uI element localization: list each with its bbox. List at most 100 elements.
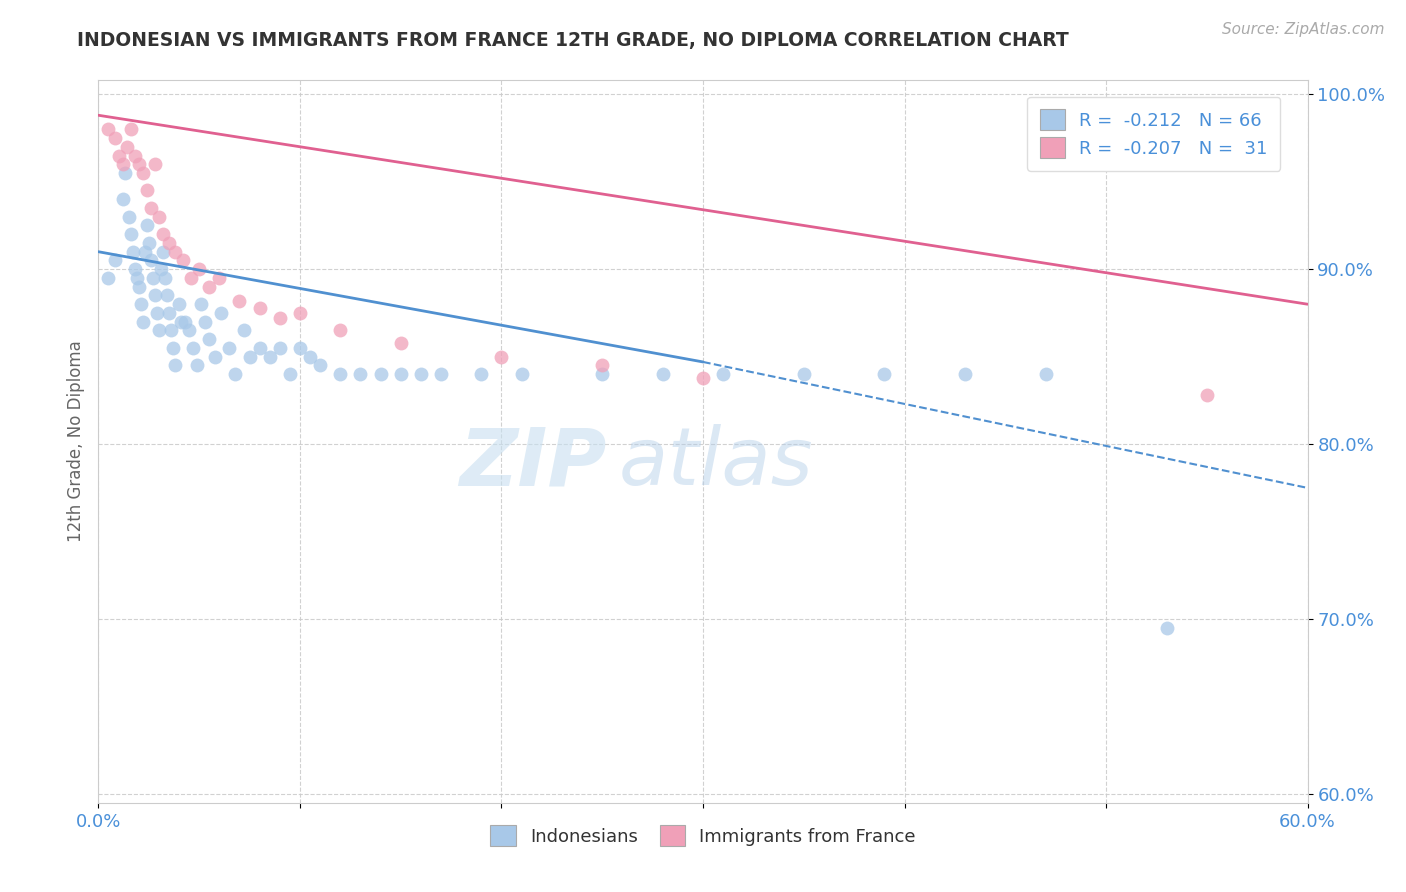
Point xyxy=(128,157,150,171)
Point xyxy=(121,244,143,259)
Point xyxy=(239,350,262,364)
Point xyxy=(167,297,190,311)
Point xyxy=(163,359,186,373)
Point xyxy=(97,122,120,136)
Point xyxy=(309,359,332,373)
Point xyxy=(115,140,138,154)
Point xyxy=(143,157,166,171)
Point xyxy=(711,367,734,381)
Point xyxy=(349,367,371,381)
Point xyxy=(218,341,240,355)
Point xyxy=(103,131,125,145)
Point xyxy=(135,184,157,198)
Point xyxy=(409,367,432,381)
Point xyxy=(198,279,221,293)
Point xyxy=(157,235,180,250)
Point xyxy=(120,227,142,242)
Point xyxy=(389,367,412,381)
Text: ZIP: ZIP xyxy=(458,425,606,502)
Point xyxy=(97,271,120,285)
Text: atlas: atlas xyxy=(619,425,813,502)
Point xyxy=(186,359,208,373)
Point xyxy=(149,262,172,277)
Point xyxy=(198,332,221,346)
Point xyxy=(120,122,142,136)
Point xyxy=(163,244,186,259)
Point xyxy=(204,350,226,364)
Point xyxy=(181,341,204,355)
Point xyxy=(953,367,976,381)
Point xyxy=(288,306,311,320)
Point xyxy=(179,323,201,337)
Point xyxy=(174,315,197,329)
Point xyxy=(139,201,162,215)
Point xyxy=(370,367,392,381)
Point xyxy=(249,341,271,355)
Point xyxy=(114,166,136,180)
Point xyxy=(156,288,179,302)
Point xyxy=(129,297,152,311)
Point xyxy=(329,367,352,381)
Point xyxy=(491,350,513,364)
Point xyxy=(132,166,155,180)
Point xyxy=(651,367,673,381)
Point xyxy=(132,315,155,329)
Point xyxy=(249,301,271,315)
Point xyxy=(232,323,254,337)
Point xyxy=(228,293,250,308)
Point xyxy=(793,367,815,381)
Point xyxy=(160,323,183,337)
Point xyxy=(128,279,150,293)
Point xyxy=(591,359,613,373)
Point xyxy=(170,315,193,329)
Point xyxy=(194,315,217,329)
Y-axis label: 12th Grade, No Diploma: 12th Grade, No Diploma xyxy=(66,341,84,542)
Point xyxy=(124,148,146,162)
Text: Source: ZipAtlas.com: Source: ZipAtlas.com xyxy=(1222,22,1385,37)
Text: INDONESIAN VS IMMIGRANTS FROM FRANCE 12TH GRADE, NO DIPLOMA CORRELATION CHART: INDONESIAN VS IMMIGRANTS FROM FRANCE 12T… xyxy=(77,31,1069,50)
Point xyxy=(153,271,176,285)
Point xyxy=(288,341,311,355)
Point xyxy=(142,271,165,285)
Point xyxy=(107,148,129,162)
Point xyxy=(152,227,174,242)
Point xyxy=(148,210,170,224)
Legend: Indonesians, Immigrants from France: Indonesians, Immigrants from France xyxy=(478,813,928,859)
Point xyxy=(259,350,281,364)
Point xyxy=(157,306,180,320)
Point xyxy=(162,341,184,355)
Point xyxy=(1035,367,1057,381)
Point xyxy=(125,271,148,285)
Point xyxy=(146,306,169,320)
Point xyxy=(111,157,134,171)
Point xyxy=(188,262,211,277)
Point xyxy=(591,367,613,381)
Point xyxy=(329,323,352,337)
Point xyxy=(510,367,533,381)
Point xyxy=(172,253,194,268)
Point xyxy=(1156,621,1178,635)
Point xyxy=(103,253,125,268)
Point xyxy=(143,288,166,302)
Point xyxy=(278,367,301,381)
Point xyxy=(148,323,170,337)
Point xyxy=(139,253,162,268)
Point xyxy=(873,367,896,381)
Point xyxy=(269,311,291,326)
Point xyxy=(470,367,492,381)
Point xyxy=(209,306,232,320)
Point xyxy=(269,341,291,355)
Point xyxy=(224,367,246,381)
Point xyxy=(208,271,231,285)
Point xyxy=(389,335,412,350)
Point xyxy=(111,192,134,206)
Point xyxy=(118,210,141,224)
Point xyxy=(134,244,156,259)
Point xyxy=(152,244,174,259)
Point xyxy=(138,235,160,250)
Point xyxy=(430,367,453,381)
Point xyxy=(1195,388,1218,402)
Point xyxy=(135,219,157,233)
Point xyxy=(299,350,322,364)
Point xyxy=(190,297,212,311)
